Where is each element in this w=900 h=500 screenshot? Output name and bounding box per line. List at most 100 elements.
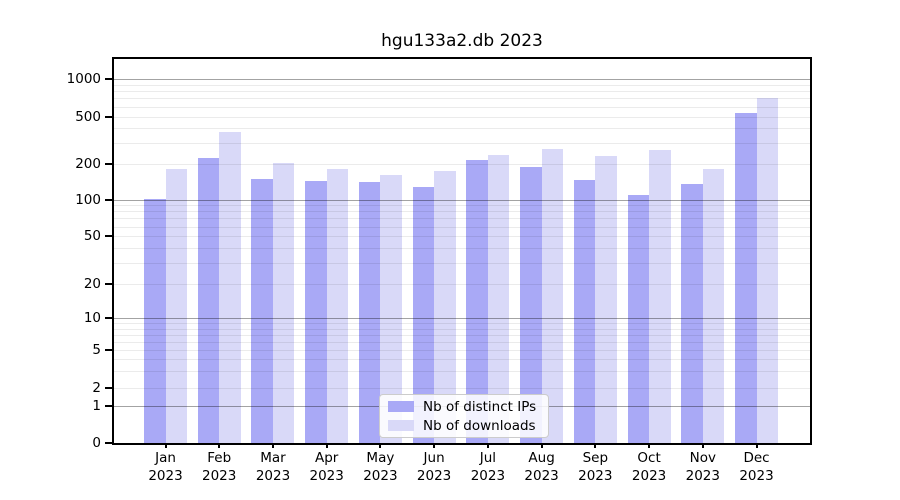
x-tick-year: 2023 xyxy=(416,468,452,484)
x-tick-mark xyxy=(325,443,328,448)
minor-gridline xyxy=(114,247,810,249)
bar-downloads-feb xyxy=(219,131,241,443)
x-tick-year: 2023 xyxy=(202,468,237,484)
bar-ips-jul xyxy=(466,160,488,443)
bar-ips-mar xyxy=(251,178,273,443)
y-tick-label: 200 xyxy=(75,156,101,172)
x-tick-month: Mar xyxy=(260,450,286,466)
y-tick-mark xyxy=(105,349,112,351)
minor-gridline xyxy=(114,218,810,220)
minor-gridline xyxy=(114,91,810,93)
x-tick-label-may: May 2023 xyxy=(348,449,412,485)
legend-row: Nb of distinct IPs xyxy=(388,399,540,415)
bar-ips-apr xyxy=(305,180,327,443)
minor-gridline xyxy=(114,359,810,361)
x-tick-label-apr: Apr 2023 xyxy=(295,449,359,485)
x-tick-year: 2023 xyxy=(739,468,774,484)
x-tick-mark xyxy=(486,443,489,448)
x-tick-label-oct: Oct 2023 xyxy=(617,449,681,485)
minor-gridline xyxy=(114,236,810,237)
x-tick-label-jan: Jan 2023 xyxy=(134,449,198,485)
y-tick-mark xyxy=(105,405,112,407)
bar-ips-nov xyxy=(681,183,703,443)
y-tick-label: 1 xyxy=(92,398,101,414)
y-tick-mark xyxy=(105,115,112,118)
x-tick-mark xyxy=(648,443,651,448)
bar-downloads-may xyxy=(380,175,402,443)
minor-gridline xyxy=(114,116,810,118)
x-tick-label-dec: Dec 2023 xyxy=(725,449,789,485)
minor-gridline xyxy=(114,262,810,264)
minor-gridline xyxy=(114,328,810,330)
y-tick-label: 10 xyxy=(83,310,101,327)
minor-gridline xyxy=(114,84,810,86)
x-tick-label-feb: Feb 2023 xyxy=(187,449,251,485)
x-tick-mark xyxy=(540,443,543,448)
y-tick-label: 100 xyxy=(75,191,101,208)
legend-swatch-ips-icon xyxy=(388,401,414,412)
y-tick-mark xyxy=(105,235,112,237)
bar-ips-jan xyxy=(144,198,166,443)
y-tick-label: 1000 xyxy=(66,71,101,87)
minor-gridline xyxy=(114,388,810,389)
major-gridline xyxy=(114,79,810,80)
x-tick-mark xyxy=(218,443,221,448)
y-tick-label: 0 xyxy=(92,435,101,451)
x-tick-year: 2023 xyxy=(524,468,559,484)
y-tick-mark xyxy=(105,163,112,165)
bar-downloads-jan xyxy=(165,169,187,443)
bar-ips-oct xyxy=(627,194,650,443)
x-tick-mark xyxy=(272,443,274,448)
y-tick-label: 5 xyxy=(92,342,101,358)
y-tick-mark xyxy=(105,78,112,80)
y-tick-label: 500 xyxy=(75,108,101,125)
x-tick-mark xyxy=(433,443,436,448)
x-tick-month: Oct xyxy=(637,450,661,466)
bar-ips-feb xyxy=(197,157,220,443)
x-tick-label-mar: Mar 2023 xyxy=(241,449,305,485)
minor-gridline xyxy=(114,106,810,108)
x-tick-label-jul: Jul 2023 xyxy=(456,449,520,485)
major-gridline xyxy=(114,199,810,201)
x-tick-month: Sep xyxy=(582,450,609,466)
legend-row: Nb of downloads xyxy=(388,418,540,434)
minor-gridline xyxy=(114,205,810,207)
bar-downloads-aug xyxy=(541,148,564,443)
minor-gridline xyxy=(114,341,810,343)
x-tick-year: 2023 xyxy=(148,468,183,484)
x-tick-label-aug: Aug 2023 xyxy=(510,449,574,485)
legend-label-downloads: Nb of downloads xyxy=(423,417,536,434)
x-tick-year: 2023 xyxy=(363,468,398,484)
legend-label-ips: Nb of distinct IPs xyxy=(423,398,537,415)
x-tick-year: 2023 xyxy=(309,468,344,484)
x-tick-mark xyxy=(379,443,382,448)
bar-ips-jun xyxy=(412,187,435,443)
x-tick-label-sep: Sep 2023 xyxy=(563,449,627,485)
minor-gridline xyxy=(114,98,810,100)
x-tick-month: Feb xyxy=(207,450,232,466)
bar-downloads-sep xyxy=(595,156,617,443)
x-tick-month: May xyxy=(366,450,395,466)
major-gridline xyxy=(114,318,810,320)
minor-gridline xyxy=(114,128,810,130)
bar-downloads-mar xyxy=(272,163,295,443)
x-tick-month: Apr xyxy=(315,450,339,466)
bar-ips-may xyxy=(358,182,381,443)
bar-ips-sep xyxy=(573,179,596,443)
plot-area: Nb of distinct IPs Nb of downloads xyxy=(112,57,812,445)
x-tick-year: 2023 xyxy=(578,468,613,484)
x-tick-mark xyxy=(594,443,597,448)
minor-gridline xyxy=(114,211,810,213)
x-tick-month: Aug xyxy=(528,450,555,466)
x-tick-label-jun: Jun 2023 xyxy=(402,449,466,485)
x-tick-year: 2023 xyxy=(685,468,720,484)
minor-gridline xyxy=(114,371,810,373)
y-tick-label: 2 xyxy=(92,380,101,396)
bar-downloads-jun xyxy=(434,171,456,443)
bar-downloads-nov xyxy=(702,169,725,443)
x-tick-mark xyxy=(164,443,167,448)
x-tick-month: Jun xyxy=(423,450,445,466)
x-tick-year: 2023 xyxy=(255,468,291,484)
legend-swatch-downloads-icon xyxy=(388,420,414,431)
